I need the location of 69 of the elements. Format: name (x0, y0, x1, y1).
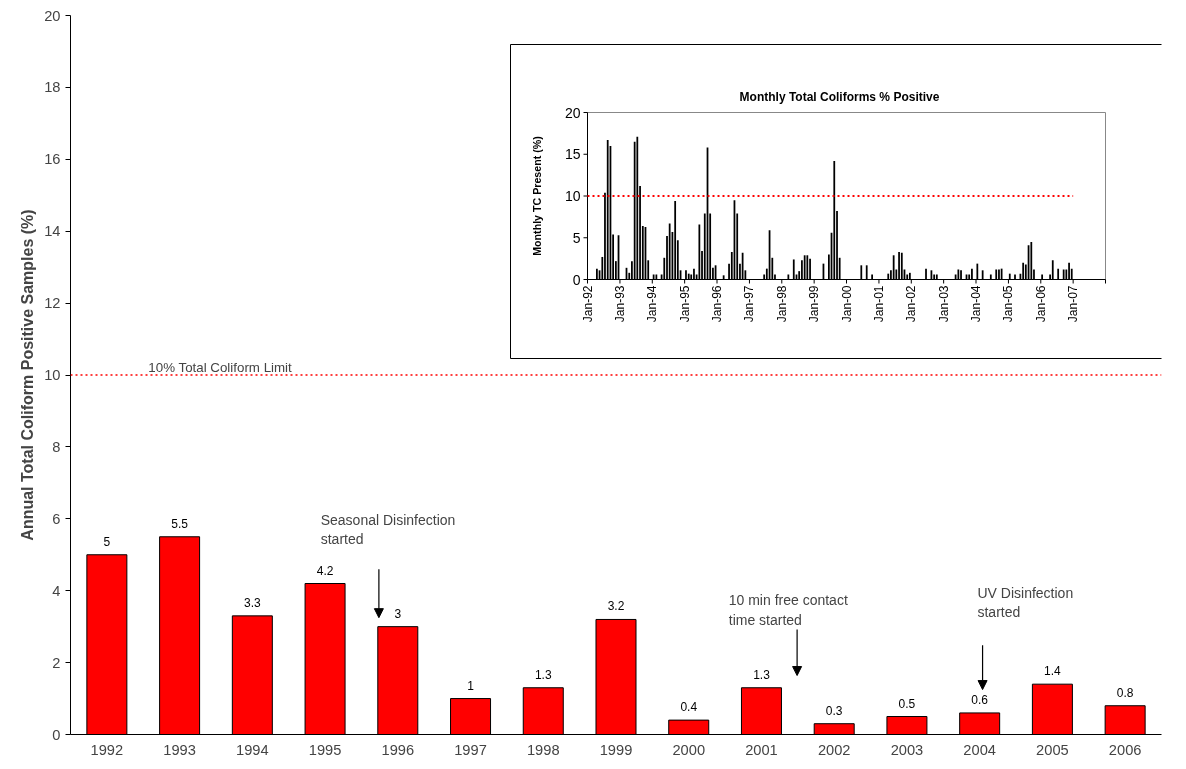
y-tick-label: 4 (52, 582, 61, 599)
x-tick-label: 2005 (1036, 741, 1069, 758)
annotation: 10 min free contact time started (728, 592, 848, 628)
y-tick-label: 0 (52, 726, 61, 743)
x-tick-label: Jan-00 (839, 285, 854, 323)
y-tick-label: 20 (44, 7, 61, 24)
x-tick-label: 2003 (890, 741, 924, 758)
y-tick-label: 6 (52, 510, 61, 527)
y-tick-label: 18 (44, 79, 61, 96)
y-tick-label: 10 (564, 188, 581, 204)
x-tick-label: 1998 (526, 741, 560, 758)
data-label: 0.3 (825, 703, 843, 718)
data-label: 5.5 (171, 516, 189, 531)
annotation: UV Disinfection started (977, 585, 1074, 621)
x-tick-label: 2002 (817, 741, 851, 758)
x-tick-label: 2001 (745, 741, 778, 758)
data-label: 1.3 (753, 667, 771, 682)
y-tick-label: 2 (52, 654, 61, 671)
x-tick-label: 1996 (381, 741, 415, 758)
data-label: 1 (467, 678, 475, 693)
data-label: 3 (394, 606, 402, 621)
y-tick-label: 5 (572, 229, 581, 246)
x-tick-label: Jan-95 (677, 285, 692, 323)
data-label: 1.3 (534, 667, 552, 682)
x-tick-label: 1992 (90, 741, 124, 758)
x-tick-label: Jan-93 (612, 285, 627, 323)
chart-title: Monthly Total Coliforms % Positive (739, 89, 940, 104)
data-label: 0.5 (898, 696, 916, 711)
data-label: 0.8 (1116, 685, 1134, 700)
x-tick-label: 2006 (1108, 741, 1142, 758)
y-axis-title: Annual Total Coliform Positive Samples (%) (19, 209, 37, 541)
x-tick-label: 1994 (236, 741, 269, 758)
x-tick-label: Jan-03 (936, 285, 951, 323)
x-tick-label: Jan-01 (871, 285, 886, 323)
x-tick-label: Jan-97 (742, 285, 757, 323)
y-axis-title: Monthly TC Present (%) (530, 135, 543, 256)
x-tick-label: Jan-04 (969, 285, 983, 323)
x-tick-label: Jan-98 (774, 285, 789, 323)
x-tick-label: Jan-05 (1001, 285, 1016, 323)
x-tick-label: Jan-96 (710, 285, 724, 323)
x-tick-label: 2000 (672, 741, 706, 758)
data-label: 3.2 (607, 599, 625, 614)
x-tick-label: Jan-02 (904, 285, 919, 323)
ref-line-label: 10% Total Coliform Limit (148, 360, 293, 375)
annotation: Seasonal Disinfection started (320, 511, 456, 547)
x-tick-label: 2004 (963, 741, 996, 758)
x-tick-label: 1999 (599, 741, 633, 758)
x-tick-label: Jan-92 (580, 285, 595, 323)
x-tick-label: Jan-94 (645, 285, 660, 323)
y-tick-label: 14 (44, 223, 61, 240)
data-label: 3.3 (243, 595, 261, 610)
y-tick-label: 8 (52, 438, 61, 455)
x-tick-label: 1995 (308, 741, 342, 758)
data-label: 5 (103, 534, 111, 549)
y-tick-label: 20 (564, 104, 581, 121)
y-tick-label: 16 (44, 151, 61, 168)
x-tick-label: Jan-99 (807, 285, 822, 323)
x-tick-label: 1993 (163, 741, 196, 758)
x-tick-label: 1997 (454, 741, 487, 758)
y-tick-label: 10 (44, 367, 61, 383)
data-label: 0.4 (680, 700, 698, 715)
x-tick-label: Jan-06 (1033, 285, 1048, 323)
y-tick-label: 12 (44, 295, 61, 312)
y-tick-label: 15 (564, 146, 581, 163)
x-tick-label: Jan-07 (1066, 285, 1081, 323)
data-label: 1.4 (1044, 664, 1062, 679)
data-label: 4.2 (316, 563, 334, 578)
data-label: 0.6 (971, 692, 989, 707)
y-tick-label: 0 (572, 271, 581, 288)
